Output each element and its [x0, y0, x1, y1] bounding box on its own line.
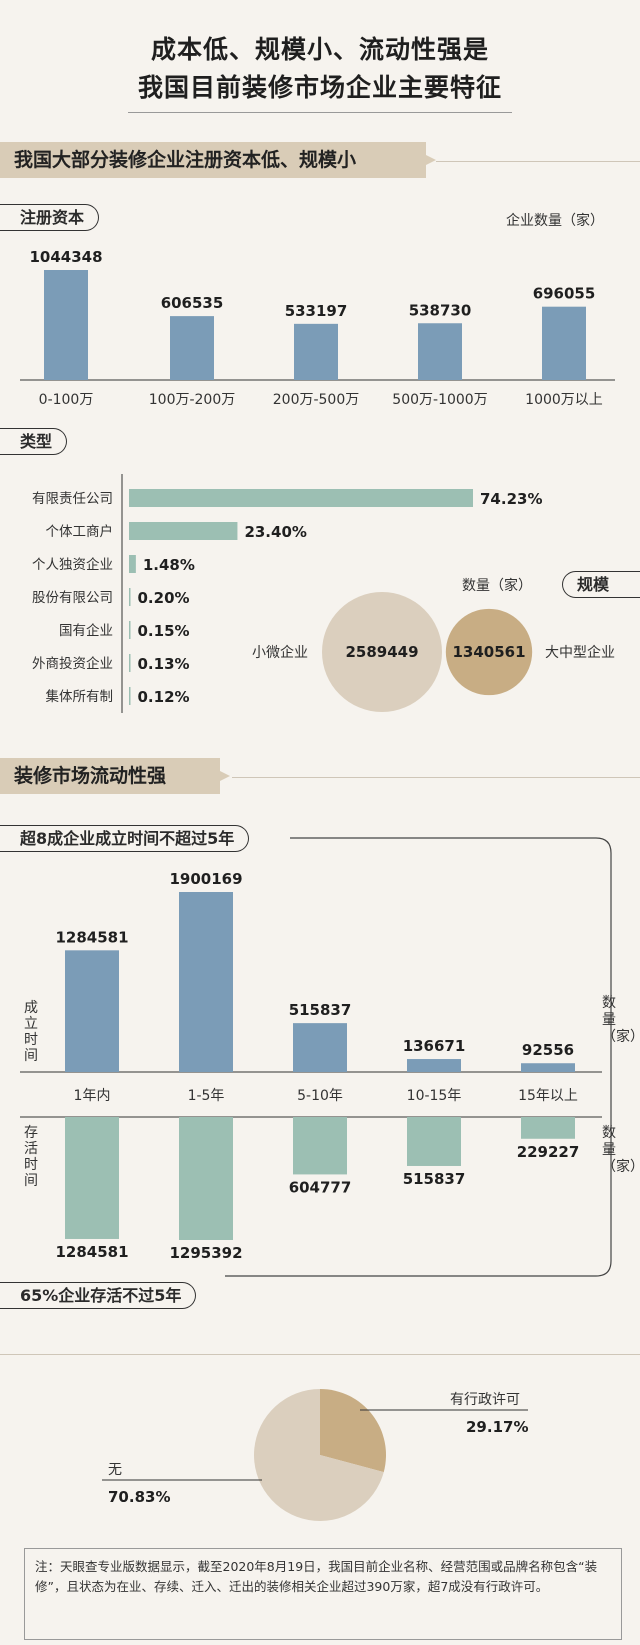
established-value-label: 92556 — [522, 1041, 574, 1059]
survival-bar — [407, 1117, 461, 1166]
capital-bar — [418, 323, 462, 380]
pie-value-label: 29.17% — [466, 1418, 528, 1436]
capital-bar — [170, 316, 214, 380]
capital-category-label: 0-100万 — [39, 392, 94, 408]
pie-slice — [320, 1389, 386, 1473]
type-category-label: 股份有限公司 — [32, 590, 113, 606]
type-bar — [129, 654, 131, 672]
survival-bar — [521, 1117, 575, 1139]
established-bar — [293, 1023, 347, 1072]
scale-chart: 2589449 1340561 — [322, 592, 533, 712]
pie-category-label: 有行政许可 — [450, 1392, 520, 1408]
survival-time-label: 存活时间 — [24, 1125, 38, 1189]
type-value-label: 0.12% — [138, 688, 190, 706]
section3-divider — [0, 1354, 640, 1355]
small-enterprise-label: 小微企业 — [252, 645, 308, 661]
pie-slice — [254, 1389, 384, 1521]
capital-unit-label: 企业数量（家） — [506, 213, 604, 229]
title-divider — [128, 112, 512, 113]
lifecycle-category-label: 5-10年 — [297, 1088, 343, 1104]
large-enterprise-label: 大中型企业 — [545, 645, 615, 661]
type-value-label: 74.23% — [480, 490, 542, 508]
established-bar — [521, 1063, 575, 1072]
scale-pill: 规模 — [562, 571, 640, 598]
type-category-label: 外商投资企业 — [32, 655, 113, 672]
survival-count-label: 数量（家） — [602, 1125, 640, 1175]
type-bar — [129, 555, 136, 573]
type-category-label: 国有企业 — [59, 622, 113, 639]
survival-bar — [65, 1117, 119, 1239]
capital-bar — [542, 306, 586, 380]
section1-band: 我国大部分装修企业注册资本低、规模小 — [0, 142, 436, 178]
scale-bubble — [445, 608, 533, 696]
type-pill: 类型 — [0, 428, 68, 455]
type-value-label: 1.48% — [143, 556, 195, 574]
pie-category-label: 无 — [108, 1462, 122, 1478]
established-value-label: 136671 — [403, 1037, 466, 1055]
lifecycle-chart: 1284581 1900169 515837 136671 92556 1284581 1… — [20, 870, 602, 1262]
type-category-label: 有限责任公司 — [32, 491, 113, 507]
survival-value-label: 1284581 — [55, 1243, 128, 1261]
section2-band-line — [232, 777, 640, 778]
bracket-line — [225, 837, 612, 1277]
capital-value-label: 1044348 — [29, 248, 102, 266]
capital-category-label: 1000万以上 — [525, 392, 603, 408]
capital-category-label: 500万-1000万 — [392, 392, 487, 408]
capital-category-label: 100万-200万 — [149, 392, 236, 408]
scale-unit-label: 数量（家） — [462, 578, 532, 594]
scale-value-label: 1340561 — [452, 643, 525, 661]
type-bar — [129, 621, 131, 639]
pie-value-label: 70.83% — [108, 1488, 170, 1506]
survival-bar — [293, 1117, 347, 1175]
page-title-line2: 我国目前装修市场企业主要特征 — [137, 73, 502, 102]
capital-pill: 注册资本 — [0, 204, 100, 231]
type-value-label: 0.13% — [138, 655, 190, 673]
survival-value-label: 1295392 — [169, 1244, 242, 1262]
established-bar — [407, 1059, 461, 1072]
established-time-label: 成立时间 — [24, 1000, 38, 1064]
established-bar — [179, 892, 233, 1072]
lifecycle-category-label: 10-15年 — [407, 1088, 462, 1104]
capital-value-label: 606535 — [161, 294, 224, 312]
type-bar — [129, 489, 473, 507]
survival-pill: 65%企业存活不过5年 — [0, 1282, 197, 1309]
type-value-label: 0.15% — [138, 622, 190, 640]
capital-value-label: 533197 — [285, 302, 348, 320]
section2-band: 装修市场流动性强 — [0, 758, 230, 794]
type-category-label: 个人独资企业 — [32, 556, 113, 573]
page-title-line1: 成本低、规模小、流动性强是 — [150, 35, 489, 64]
type-value-label: 0.20% — [138, 589, 190, 607]
established-bar — [65, 950, 119, 1072]
section1-band-line — [436, 161, 640, 162]
capital-bar — [44, 270, 88, 380]
survival-value-label: 604777 — [289, 1178, 352, 1196]
established-value-label: 515837 — [289, 1001, 352, 1019]
lifecycle-category-label: 1年内 — [74, 1088, 111, 1104]
lifecycle-category-label: 1-5年 — [188, 1088, 225, 1104]
type-bar — [129, 687, 131, 705]
type-bar — [129, 522, 238, 540]
established-count-label: 数量（家） — [602, 995, 640, 1045]
capital-value-label: 696055 — [533, 285, 596, 303]
established-value-label: 1900169 — [169, 870, 242, 888]
type-category-label: 集体所有制 — [46, 689, 114, 705]
type-bar — [129, 588, 131, 606]
type-value-label: 23.40% — [244, 523, 306, 541]
lifecycle-category-label: 15年以上 — [518, 1088, 578, 1104]
established-value-label: 1284581 — [55, 928, 128, 946]
type-category-label: 个体工商户 — [46, 523, 114, 540]
scale-bubble — [322, 592, 442, 712]
scale-value-label: 2589449 — [345, 643, 418, 661]
type-chart: 有限责任公司 74.23% 个体工商户 23.40% 个人独资企业 1.48% 股份有限公司… — [32, 474, 542, 713]
survival-value-label: 229227 — [517, 1143, 580, 1161]
capital-chart: 1044348 0-100万 606535 100万-200万 533197 200万-5… — [20, 248, 615, 408]
capital-bar — [294, 323, 338, 380]
survival-bar — [179, 1117, 233, 1240]
permit-pie-chart: 有行政许可 29.17% 无 70.83% — [102, 1389, 528, 1521]
capital-category-label: 200万-500万 — [273, 392, 360, 408]
survival-value-label: 515837 — [403, 1170, 466, 1188]
footnote: 注：天眼查专业版数据显示，截至2020年8月19日，我国目前企业名称、经营范围或… — [24, 1548, 622, 1640]
capital-value-label: 538730 — [409, 301, 472, 319]
established-pill: 超8成企业成立时间不超过5年 — [0, 825, 250, 852]
